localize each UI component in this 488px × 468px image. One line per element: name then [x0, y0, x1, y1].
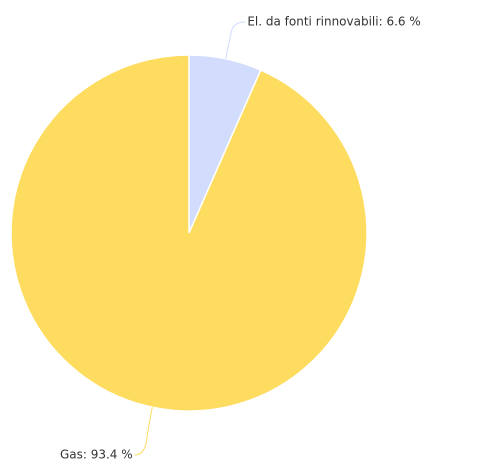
data-label: El. da fonti rinnovabili: 6.6 %	[247, 15, 420, 29]
pie-slice	[10, 54, 368, 412]
connector	[134, 407, 153, 456]
data-label: Gas: 93.4 %	[60, 448, 133, 462]
connector	[225, 21, 246, 59]
